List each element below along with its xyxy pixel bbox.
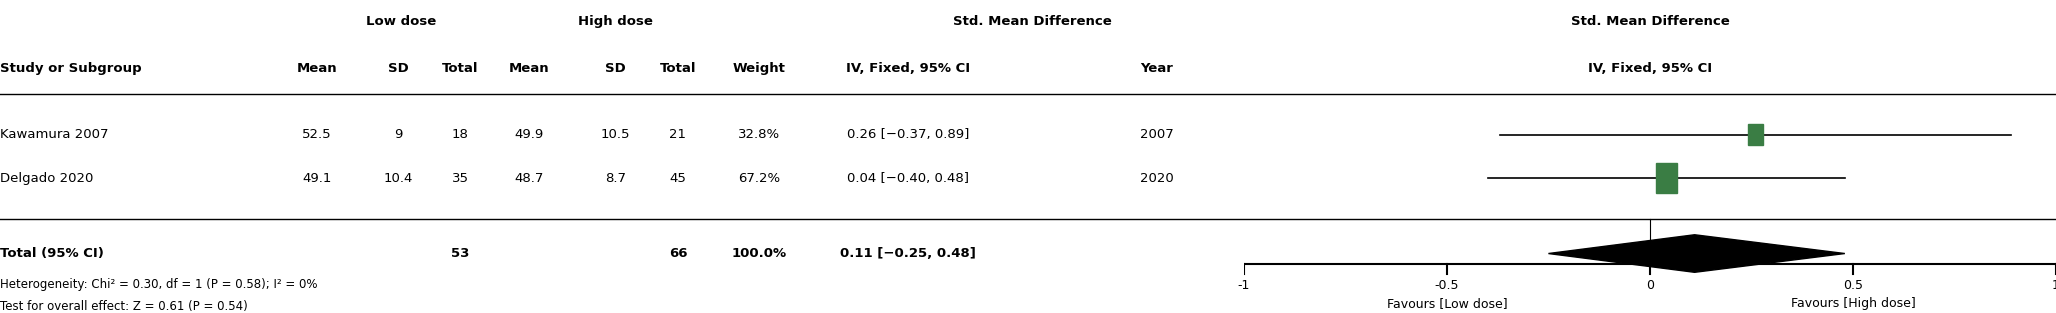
Text: Total (95% CI): Total (95% CI) — [0, 247, 105, 260]
Text: Low dose: Low dose — [366, 15, 436, 28]
Text: 18: 18 — [452, 128, 469, 141]
Text: 0.11 [−0.25, 0.48]: 0.11 [−0.25, 0.48] — [841, 247, 977, 260]
Text: 2007: 2007 — [1139, 128, 1174, 141]
Text: 9: 9 — [395, 128, 403, 141]
Text: 67.2%: 67.2% — [738, 172, 779, 185]
Text: 35: 35 — [452, 172, 469, 185]
Text: Mean: Mean — [508, 62, 549, 75]
Text: 49.9: 49.9 — [514, 128, 543, 141]
Bar — [1655, 163, 1678, 193]
Text: 32.8%: 32.8% — [738, 128, 779, 141]
Text: Delgado 2020: Delgado 2020 — [0, 172, 93, 185]
Text: 0: 0 — [1647, 279, 1653, 292]
Text: 45: 45 — [670, 172, 687, 185]
Text: IV, Fixed, 95% CI: IV, Fixed, 95% CI — [1587, 62, 1713, 75]
Text: 21: 21 — [670, 128, 687, 141]
Text: Total: Total — [442, 62, 479, 75]
Text: Total: Total — [660, 62, 697, 75]
Text: 100.0%: 100.0% — [732, 247, 785, 260]
Text: Test for overall effect: Z = 0.61 (P = 0.54): Test for overall effect: Z = 0.61 (P = 0… — [0, 300, 249, 313]
Text: IV, Fixed, 95% CI: IV, Fixed, 95% CI — [845, 62, 970, 75]
Text: Favours [Low dose]: Favours [Low dose] — [1386, 297, 1507, 310]
Text: 48.7: 48.7 — [514, 172, 543, 185]
Text: High dose: High dose — [578, 15, 654, 28]
Text: SD: SD — [389, 62, 409, 75]
Text: 0.04 [−0.40, 0.48]: 0.04 [−0.40, 0.48] — [847, 172, 968, 185]
Text: 52.5: 52.5 — [302, 128, 331, 141]
Text: 10.4: 10.4 — [382, 172, 413, 185]
Text: SD: SD — [604, 62, 627, 75]
Text: 66: 66 — [668, 247, 687, 260]
Text: Std. Mean Difference: Std. Mean Difference — [954, 15, 1112, 28]
Text: Std. Mean Difference: Std. Mean Difference — [1571, 15, 1729, 28]
Text: -0.5: -0.5 — [1435, 279, 1460, 292]
Text: 2020: 2020 — [1139, 172, 1174, 185]
Text: Kawamura 2007: Kawamura 2007 — [0, 128, 109, 141]
Text: 53: 53 — [450, 247, 469, 260]
Text: 8.7: 8.7 — [604, 172, 627, 185]
Text: Heterogeneity: Chi² = 0.30, df = 1 (P = 0.58); I² = 0%: Heterogeneity: Chi² = 0.30, df = 1 (P = … — [0, 278, 317, 291]
Text: Weight: Weight — [732, 62, 785, 75]
Text: 0.26 [−0.37, 0.89]: 0.26 [−0.37, 0.89] — [847, 128, 968, 141]
Text: Mean: Mean — [296, 62, 337, 75]
Text: 0.5: 0.5 — [1842, 279, 1863, 292]
Bar — [1748, 124, 1762, 145]
Text: 49.1: 49.1 — [302, 172, 331, 185]
Text: Year: Year — [1141, 62, 1174, 75]
Polygon shape — [1548, 235, 1844, 272]
Text: Study or Subgroup: Study or Subgroup — [0, 62, 142, 75]
Text: 1: 1 — [2052, 279, 2056, 292]
Text: -1: -1 — [1238, 279, 1250, 292]
Text: 10.5: 10.5 — [600, 128, 631, 141]
Text: Favours [High dose]: Favours [High dose] — [1791, 297, 1916, 310]
